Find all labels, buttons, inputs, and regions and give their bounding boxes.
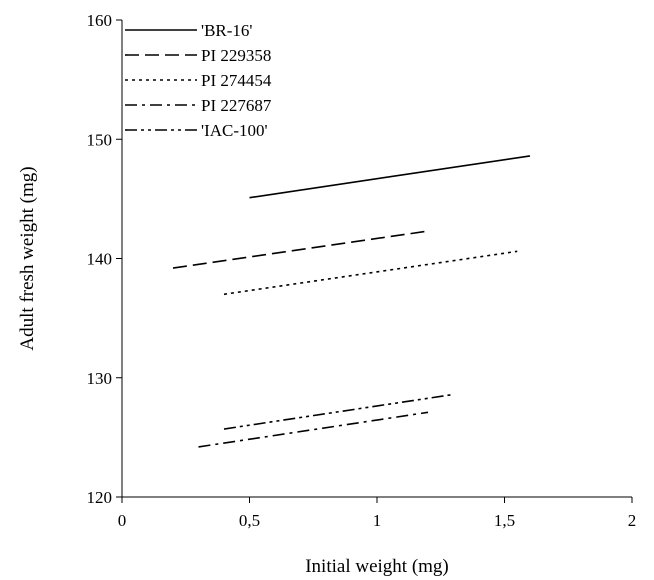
plot-area	[172, 155, 531, 448]
x-tick-label: 1	[373, 511, 382, 530]
legend-label-5: 'IAC-100'	[201, 121, 268, 140]
legend-label-1: 'BR-16'	[201, 21, 252, 40]
legend: 'BR-16' PI 229358 PI 274454 PI 227687 'IAC-1…	[125, 21, 272, 140]
series-line-5	[223, 393, 454, 430]
y-tick-label: 150	[87, 130, 113, 149]
axes: 120 130 140 150 160 0 0,5 1 1,5 2	[87, 11, 637, 530]
legend-label-2: PI 229358	[201, 46, 271, 65]
y-tick-label: 130	[87, 369, 113, 388]
x-axis-title: Initial weight (mg)	[305, 556, 449, 577]
legend-label-4: PI 227687	[201, 96, 272, 115]
x-tick-label: 2	[628, 511, 637, 530]
series-line-4	[198, 411, 429, 448]
series-line-3	[223, 250, 518, 296]
y-tick-label: 140	[87, 250, 113, 269]
x-tick-label: 0,5	[239, 511, 260, 530]
y-tick-label: 160	[87, 11, 113, 30]
y-tick-label: 120	[87, 488, 113, 507]
y-axis-title: Adult fresh weight (mg)	[17, 166, 38, 350]
legend-label-3: PI 274454	[201, 71, 272, 90]
series-line-2	[172, 230, 429, 269]
x-tick-label: 1,5	[494, 511, 515, 530]
series-line-1	[249, 155, 531, 199]
x-tick-label: 0	[118, 511, 127, 530]
